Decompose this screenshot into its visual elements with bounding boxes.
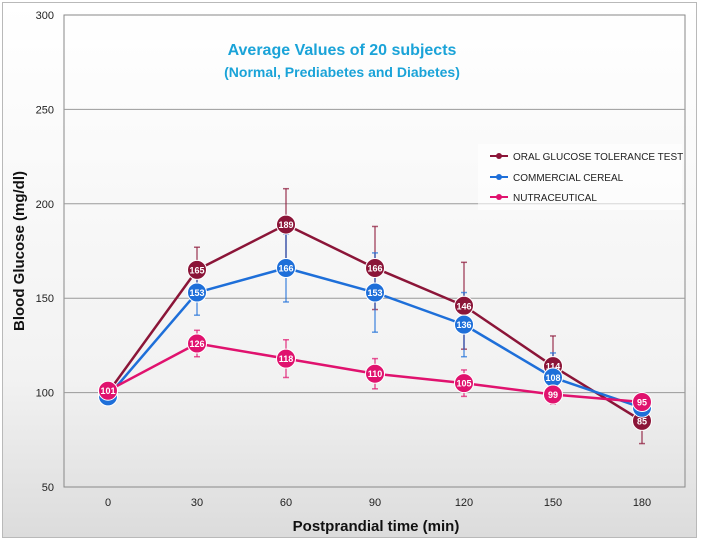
- data-label-ogtt-120: 146: [456, 301, 471, 311]
- data-point-cereal-60: [276, 257, 296, 278]
- chart-title: Average Values of 20 subjects: [228, 42, 457, 59]
- data-point-ogtt-30: [187, 259, 207, 280]
- data-label-nutraceutical-30: 126: [189, 339, 204, 349]
- x-tick-label-150: 150: [544, 497, 562, 509]
- data-point-ogtt-60: [276, 214, 296, 235]
- data-label-ogtt-180: 85: [637, 416, 647, 426]
- data-label-nutraceutical-60: 118: [279, 354, 294, 364]
- data-label-cereal-120: 136: [456, 320, 471, 330]
- legend-label-ogtt: ORAL GLUCOSE TOLERANCE TEST: [513, 152, 683, 163]
- y-axis-label: Blood Glucose (mg/dl): [11, 171, 28, 331]
- data-point-nutraceutical-30: [187, 333, 207, 354]
- data-label-nutraceutical-180: 95: [637, 398, 647, 408]
- data-point-nutraceutical-120: [454, 373, 474, 394]
- x-tick-label-120: 120: [455, 497, 473, 509]
- legend-label-cereal: COMMERCIAL CEREAL: [513, 173, 624, 184]
- y-tick-label-250: 250: [36, 104, 54, 116]
- legend-marker-nutraceutical: [496, 194, 502, 200]
- data-label-nutraceutical-0: 101: [100, 386, 115, 396]
- x-tick-label-60: 60: [280, 497, 292, 509]
- legend-marker-ogtt: [496, 153, 502, 159]
- data-label-nutraceutical-150: 99: [548, 390, 558, 400]
- data-point-nutraceutical-60: [276, 348, 296, 369]
- y-tick-label-50: 50: [42, 482, 54, 494]
- data-label-ogtt-150: 114: [546, 362, 561, 372]
- data-label-cereal-150: 108: [545, 373, 560, 383]
- data-label-nutraceutical-120: 105: [456, 379, 471, 389]
- x-tick-label-0: 0: [105, 497, 111, 509]
- legend-label-nutraceutical: NUTRACEUTICAL: [513, 193, 597, 204]
- legend: ORAL GLUCOSE TOLERANCE TEST COMMERCIAL C…: [478, 144, 683, 210]
- data-point-cereal-120: [454, 314, 474, 335]
- x-tick-label-30: 30: [191, 497, 203, 509]
- data-label-nutraceutical-90: 110: [368, 369, 383, 379]
- x-tick-label-90: 90: [369, 497, 381, 509]
- legend-item-cereal: COMMERCIAL CEREAL: [490, 173, 624, 184]
- data-label-cereal-60: 166: [278, 263, 293, 273]
- legend-item-ogtt: ORAL GLUCOSE TOLERANCE TEST: [490, 152, 683, 163]
- data-label-ogtt-60: 189: [278, 220, 293, 230]
- y-tick-label-100: 100: [36, 388, 54, 400]
- data-label-ogtt-90: 166: [367, 263, 382, 273]
- x-tick-label-180: 180: [633, 497, 651, 509]
- y-tick-label-200: 200: [36, 199, 54, 211]
- data-point-cereal-90: [365, 282, 385, 303]
- data-label-ogtt-30: 165: [189, 265, 204, 275]
- data-label-cereal-30: 153: [189, 288, 204, 298]
- data-point-nutraceutical-180: [632, 392, 652, 413]
- legend-marker-cereal: [496, 174, 502, 180]
- legend-box: [478, 144, 682, 210]
- legend-item-nutraceutical: NUTRACEUTICAL: [490, 193, 597, 204]
- y-tick-label-300: 300: [36, 10, 54, 22]
- data-label-cereal-90: 153: [367, 288, 382, 298]
- series-lines: 1001651891661461148598153166153136108921…: [98, 187, 652, 445]
- data-point-nutraceutical-90: [365, 363, 385, 384]
- data-point-nutraceutical-150: [543, 384, 563, 405]
- data-point-ogtt-90: [365, 257, 385, 278]
- x-axis-label: Postprandial time (min): [293, 518, 460, 535]
- plot-area: [63, 14, 686, 488]
- data-point-nutraceutical-0: [98, 380, 118, 401]
- y-tick-label-150: 150: [36, 293, 54, 305]
- axis-ticks: 50 100 150 200 250 300 0 30 60 90 120 150 180: [36, 10, 652, 509]
- data-point-cereal-30: [187, 282, 207, 303]
- chart-subtitle: (Normal, Prediabetes and Diabetes): [224, 64, 460, 80]
